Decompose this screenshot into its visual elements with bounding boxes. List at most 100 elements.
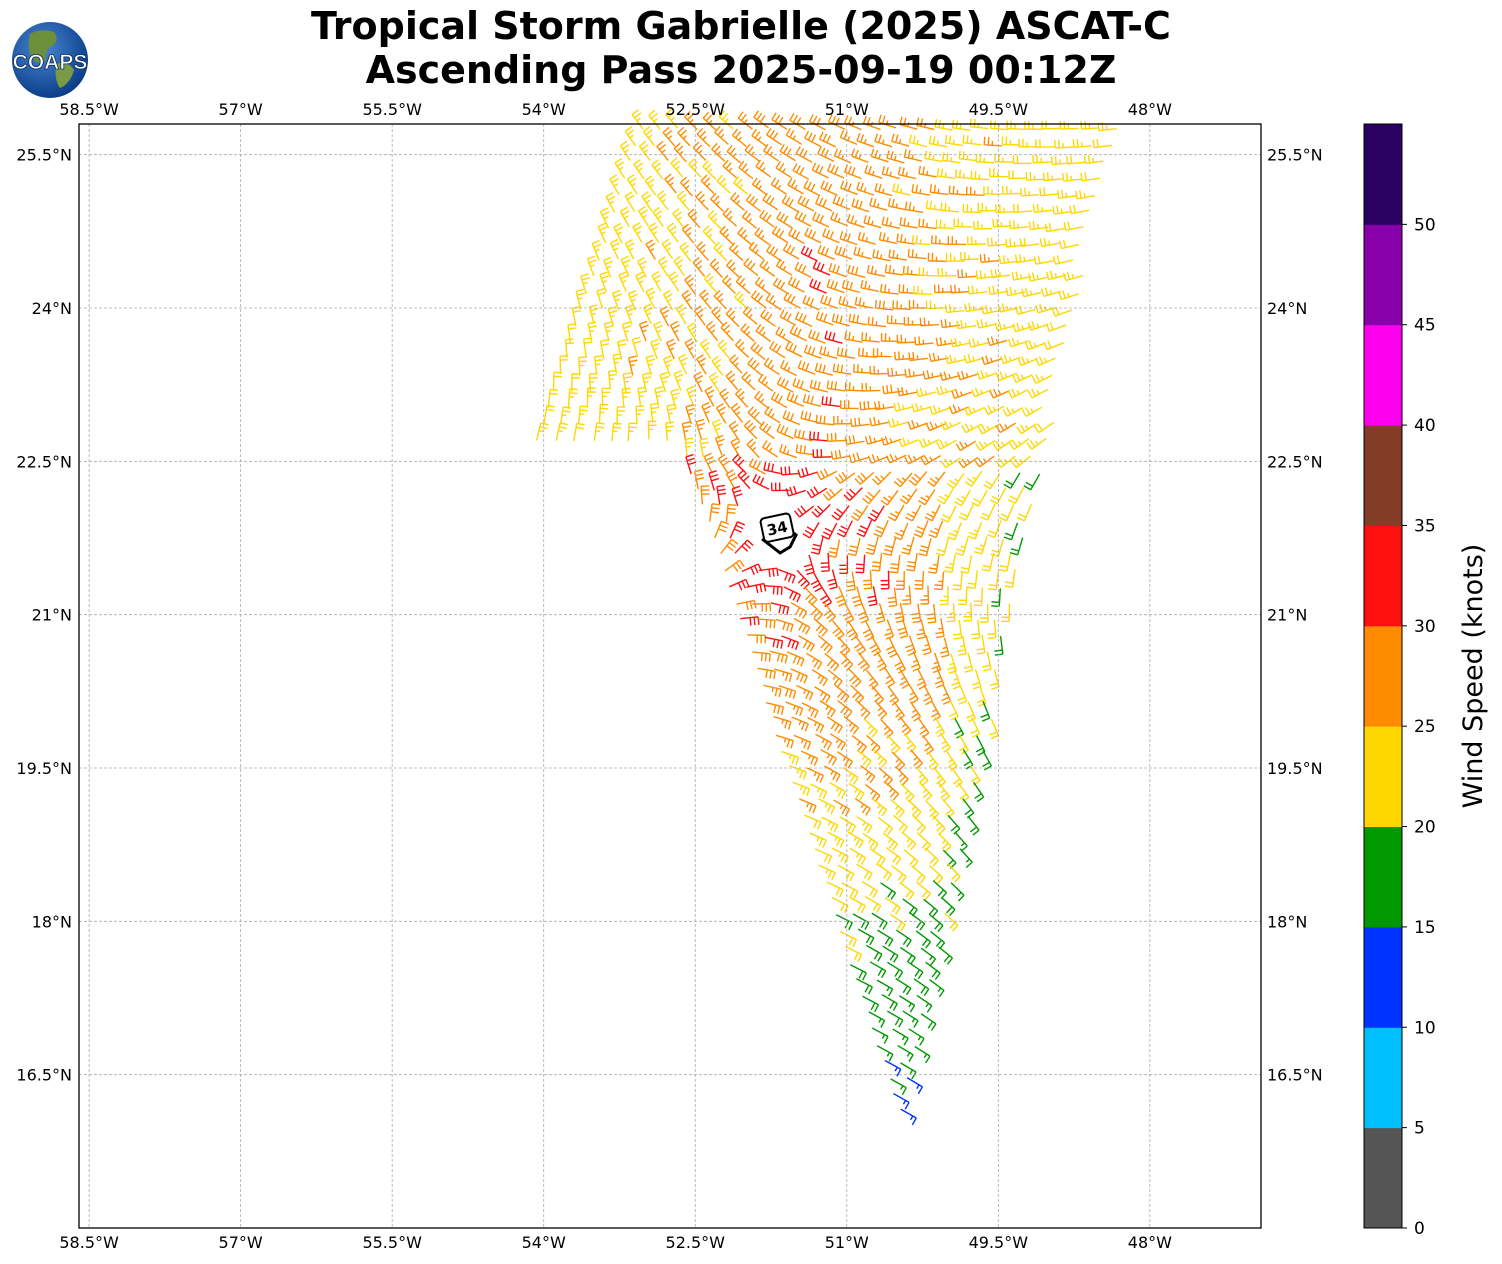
- wind-barb: [745, 193, 762, 212]
- wind-barb: [596, 287, 607, 309]
- wind-barb: [1027, 388, 1049, 399]
- wind-barb: [936, 168, 956, 180]
- wind-barb: [933, 284, 953, 294]
- wind-barb: [748, 458, 766, 475]
- wind-barb: [918, 438, 940, 449]
- wind-barb: [989, 168, 1008, 178]
- wind-barb: [673, 370, 684, 391]
- wind-barb: [823, 602, 836, 623]
- wind-barb: [677, 126, 691, 147]
- wind-barb: [944, 912, 959, 932]
- wind-barb: [950, 284, 970, 294]
- wind-barb: [753, 110, 769, 129]
- wind-barb: [930, 700, 941, 722]
- wind-barb: [831, 847, 849, 864]
- wind-barb: [681, 289, 693, 311]
- wind-barb: [986, 336, 1008, 347]
- wind-barb: [924, 150, 943, 163]
- wind-barb: [976, 686, 987, 707]
- wind-barb: [896, 334, 916, 344]
- wind-barb: [925, 800, 939, 821]
- wind-barb: [964, 470, 983, 487]
- lon-label-top: 52.5°W: [666, 100, 726, 119]
- wind-barb: [696, 127, 711, 148]
- wind-barb: [819, 700, 836, 718]
- wind-barb: [666, 222, 679, 243]
- lon-label-bottom: 51°W: [825, 1233, 869, 1252]
- wind-barb: [1041, 120, 1061, 130]
- wind-barb: [926, 603, 937, 624]
- wind-barb: [1001, 136, 1021, 146]
- wind-barb: [983, 473, 1001, 490]
- wind-barb: [644, 175, 657, 196]
- lat-label-right: 25.5°N: [1267, 146, 1323, 165]
- wind-barb: [832, 195, 851, 211]
- wind-barb: [883, 537, 897, 557]
- wind-barb: [884, 781, 900, 801]
- wind-barb: [856, 863, 873, 881]
- wind-barb: [899, 668, 910, 690]
- wind-barb: [599, 339, 610, 360]
- wind-barb: [916, 994, 933, 1013]
- wind-barb: [572, 422, 585, 442]
- wind-barb: [803, 344, 822, 359]
- wind-barb: [882, 832, 899, 851]
- wind-barb: [822, 228, 840, 244]
- wind-barb: [1054, 139, 1074, 149]
- wind-barb: [940, 505, 957, 523]
- wind-barb: [598, 403, 609, 423]
- wind-barb: [937, 781, 951, 802]
- wind-barb: [992, 218, 1012, 228]
- wind-barb: [903, 849, 919, 868]
- wind-barb: [907, 420, 928, 430]
- wind-barb: [867, 586, 878, 607]
- wind-barb: [740, 616, 760, 626]
- wind-barb: [911, 651, 921, 672]
- wind-barb: [915, 930, 932, 949]
- wind-barb: [804, 814, 822, 830]
- wind-barb: [1001, 603, 1011, 623]
- wind-barb: [934, 716, 946, 738]
- wind-barb: [673, 142, 687, 163]
- wind-barb: [1042, 172, 1063, 182]
- wind-barb: [846, 620, 859, 641]
- wind-barb: [848, 313, 867, 326]
- wind-barb: [1031, 374, 1053, 384]
- wind-barb: [758, 567, 779, 578]
- wind-barb: [850, 964, 867, 981]
- wind-barb: [958, 150, 978, 162]
- wind-barb: [844, 331, 863, 343]
- wind-barb: [824, 330, 843, 344]
- wind-barb: [976, 634, 986, 655]
- wind-barb: [1004, 569, 1016, 588]
- wind-barb: [681, 223, 695, 244]
- wind-barb: [716, 174, 731, 194]
- wind-barb: [782, 410, 801, 426]
- wind-barb: [960, 555, 973, 574]
- wind-barb: [763, 143, 779, 162]
- wind-barb: [944, 134, 964, 147]
- wind-barb: [948, 700, 959, 721]
- wind-barb: [721, 274, 736, 294]
- wind-barb: [1061, 172, 1082, 182]
- wind-barb: [730, 402, 744, 423]
- wind-barb: [882, 945, 899, 963]
- wind-barb: [774, 668, 793, 683]
- wind-barb: [648, 109, 661, 130]
- wind-barb: [641, 372, 652, 393]
- wind-barb: [975, 439, 996, 451]
- wind-barb: [973, 781, 985, 803]
- wind-barb: [871, 471, 892, 486]
- colorbar-tick-label: 10: [1414, 1018, 1436, 1038]
- wind-barb: [662, 289, 674, 311]
- colorbar-bin: [1364, 726, 1402, 828]
- wind-barb: [862, 489, 881, 505]
- wind-barb: [953, 218, 973, 228]
- map-title-line1: Tropical Storm Gabrielle (2025) ASCAT-C: [311, 4, 1171, 48]
- wind-barb: [778, 568, 796, 584]
- wind-barb: [1007, 337, 1029, 348]
- lon-label-top: 58.5°W: [59, 100, 119, 119]
- wind-barb: [577, 405, 589, 424]
- wind-barb: [616, 339, 627, 360]
- wind-barb: [920, 1013, 937, 1031]
